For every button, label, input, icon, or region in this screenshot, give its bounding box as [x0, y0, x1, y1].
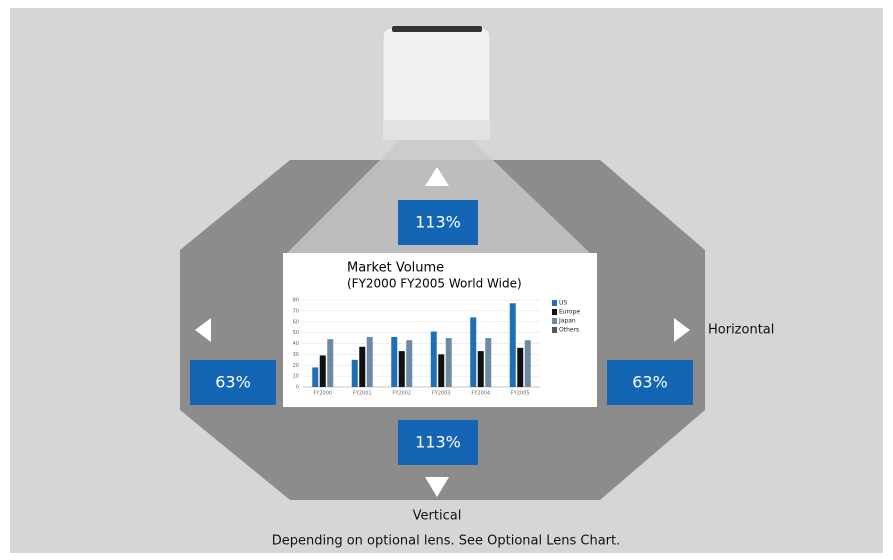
y-tick-label: 60: [293, 319, 299, 325]
x-tick-label: FY2004: [471, 391, 490, 397]
x-tick-label: FY2001: [353, 391, 372, 397]
shift-box: [398, 420, 478, 465]
shift-up-label: 113%: [415, 213, 461, 232]
bar: [438, 354, 445, 387]
bar: [445, 338, 452, 387]
legend-swatch: [552, 327, 557, 333]
bar: [319, 355, 326, 387]
bar: [391, 336, 398, 387]
bar: [366, 336, 373, 387]
y-tick-label: 50: [293, 330, 299, 336]
x-tick-label: FY2005: [511, 391, 530, 397]
bar: [430, 331, 437, 387]
chart-title: Market Volume: [347, 261, 444, 276]
x-tick-label: FY2002: [392, 391, 411, 397]
bar: [351, 359, 358, 387]
y-tick-label: 0: [296, 385, 299, 391]
y-tick-label: 80: [293, 298, 299, 304]
shift-down-label: 113%: [415, 433, 461, 452]
bar: [509, 303, 516, 387]
legend-swatch: [552, 300, 557, 306]
y-tick-label: 20: [293, 363, 299, 369]
shift-left-label: 63%: [215, 373, 251, 392]
legend-label: Others: [559, 327, 579, 334]
y-tick-label: 70: [293, 308, 299, 314]
bar: [470, 317, 477, 387]
bar: [406, 340, 413, 387]
bar: [524, 340, 531, 387]
projector: [382, 26, 491, 141]
arrow-down: [425, 477, 449, 497]
legend-swatch: [552, 318, 557, 324]
bar: [327, 339, 334, 387]
legend-label: Japan: [558, 318, 576, 325]
bar: [312, 367, 319, 387]
x-tick-label: FY2000: [313, 391, 332, 397]
x-tick-label: FY2003: [432, 391, 451, 397]
bar: [517, 347, 524, 387]
arrow-left: [195, 318, 211, 342]
bar: [359, 346, 366, 387]
vertical-label: Vertical: [413, 509, 462, 524]
arrow-right: [674, 318, 690, 342]
arrow-up: [425, 167, 449, 186]
y-tick-label: 10: [293, 374, 299, 380]
shift-box: [190, 360, 276, 405]
bar: [477, 351, 484, 387]
legend-label: Europe: [559, 309, 580, 316]
horizontal-label: Horizontal: [708, 323, 774, 338]
legend-label: US: [559, 300, 567, 307]
shift-box: [607, 360, 693, 405]
legend-swatch: [552, 309, 557, 315]
y-tick-label: 40: [293, 341, 299, 347]
y-tick-label: 30: [293, 352, 299, 358]
shift-box: [398, 200, 478, 245]
shift-right-label: 63%: [632, 373, 668, 392]
projection-beam: [287, 140, 590, 253]
caption: Depending on optional lens. See Optional…: [272, 534, 621, 549]
bar: [485, 338, 492, 387]
chart-subtitle: (FY2000 FY2005 World Wide): [347, 277, 522, 291]
bar: [398, 351, 405, 387]
